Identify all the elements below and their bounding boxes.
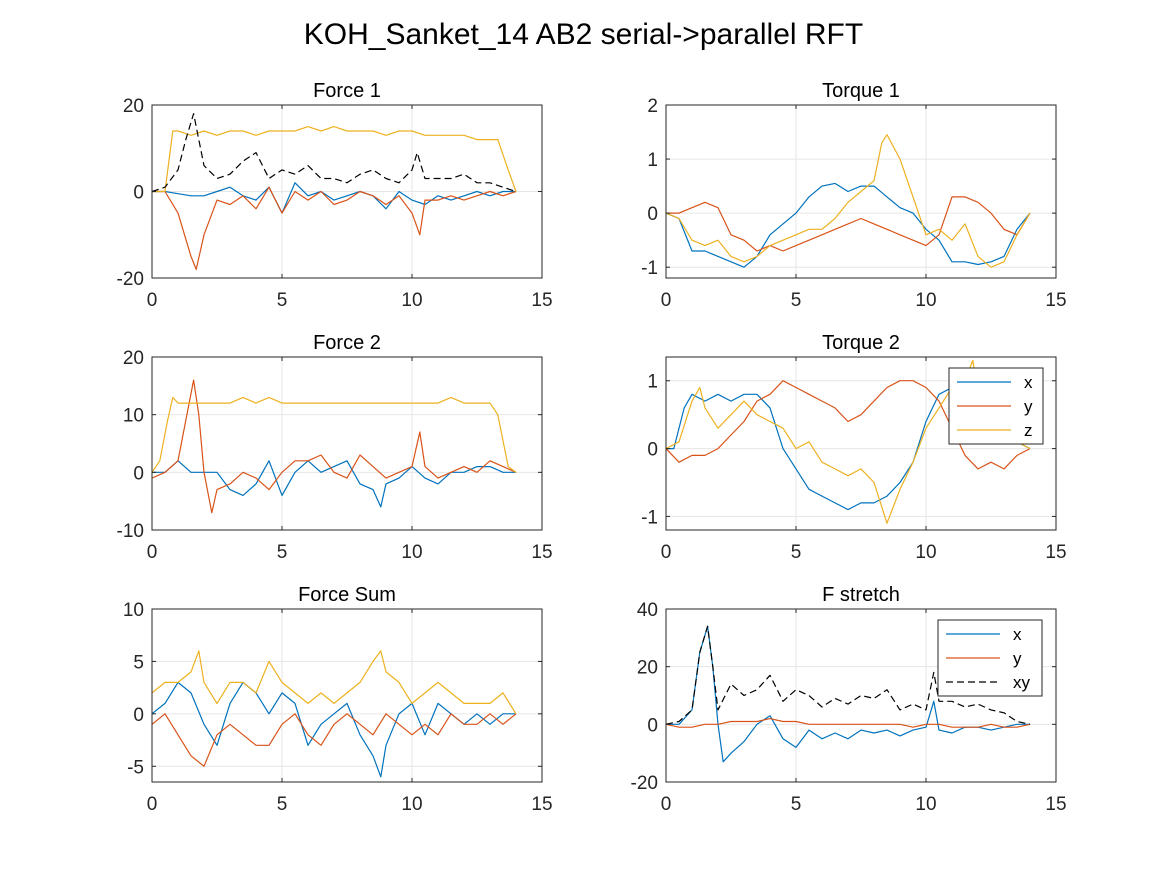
x-tick-label: 10 bbox=[401, 290, 422, 311]
series-y-line bbox=[152, 713, 517, 767]
series-x-line bbox=[152, 182, 516, 214]
legend: xy xy bbox=[937, 619, 1043, 697]
figure-title: KOH_Sanket_14 AB2 serial->parallel RFT bbox=[303, 18, 864, 51]
plot-area bbox=[152, 609, 542, 782]
axes-box bbox=[665, 608, 1057, 783]
x-tick-label: 15 bbox=[1045, 290, 1066, 311]
x-tick-label: 15 bbox=[531, 290, 552, 311]
series-z-line bbox=[666, 134, 1031, 268]
x-tick-label: 15 bbox=[1045, 794, 1066, 815]
y-tick-label: 1 bbox=[647, 372, 658, 393]
y-tick-label: 20 bbox=[123, 348, 144, 369]
x-tick-label: 5 bbox=[277, 290, 288, 311]
y-tick-label: 0 bbox=[647, 440, 658, 461]
plot-area bbox=[152, 357, 542, 530]
subplot-title: Torque 1 bbox=[822, 80, 900, 102]
series-y-line bbox=[666, 717, 1031, 728]
series-y-line bbox=[152, 186, 517, 270]
series-y-line bbox=[666, 380, 1031, 470]
axes-box bbox=[665, 104, 1057, 279]
legend-label-x: x bbox=[1013, 625, 1022, 644]
x-tick-label: 5 bbox=[791, 542, 802, 563]
legend-label-x: x bbox=[1024, 373, 1033, 392]
x-tick-label: 10 bbox=[401, 542, 422, 563]
x-tick-label: 5 bbox=[791, 290, 802, 311]
subplot-title: Force Sum bbox=[298, 584, 396, 606]
legend-label-z: z bbox=[1024, 421, 1033, 440]
y-tick-label: -20 bbox=[631, 773, 658, 794]
series-z-line bbox=[666, 359, 1031, 524]
subplot-title: Force 1 bbox=[313, 80, 381, 102]
y-tick-label: 10 bbox=[123, 406, 144, 427]
y-tick-label: 1 bbox=[647, 150, 658, 171]
legend-label-y: y bbox=[1013, 649, 1022, 668]
axes-box bbox=[151, 356, 543, 531]
x-tick-label: 5 bbox=[277, 794, 288, 815]
series-z-line bbox=[152, 396, 517, 473]
x-tick-label: 5 bbox=[277, 542, 288, 563]
x-tick-label: 15 bbox=[531, 542, 552, 563]
x-tick-label: 0 bbox=[661, 542, 672, 563]
legend: xyz bbox=[948, 367, 1044, 445]
y-tick-label: 0 bbox=[133, 183, 144, 204]
series-x-line bbox=[666, 625, 1030, 763]
y-tick-label: 0 bbox=[647, 204, 658, 225]
series-z-line bbox=[152, 125, 517, 193]
series-x-line bbox=[666, 182, 1031, 268]
y-tick-label: -20 bbox=[117, 269, 144, 290]
x-tick-label: 10 bbox=[915, 542, 936, 563]
x-tick-label: 10 bbox=[915, 794, 936, 815]
series-xy-line bbox=[152, 113, 517, 193]
y-tick-label: -1 bbox=[641, 507, 658, 528]
y-tick-label: -5 bbox=[127, 757, 144, 778]
axes-box bbox=[665, 356, 1057, 531]
y-tick-label: 5 bbox=[133, 652, 144, 673]
subplot-title: F stretch bbox=[822, 584, 900, 606]
series-z-line bbox=[152, 650, 517, 715]
x-tick-label: 10 bbox=[401, 794, 422, 815]
x-tick-label: 0 bbox=[661, 794, 672, 815]
x-tick-label: 0 bbox=[147, 542, 158, 563]
y-tick-label: 2 bbox=[647, 96, 658, 117]
subplot-title: Force 2 bbox=[313, 332, 381, 354]
y-tick-label: 20 bbox=[637, 658, 658, 679]
series-y-line bbox=[666, 196, 1031, 252]
x-tick-label: 15 bbox=[531, 794, 552, 815]
axes-box bbox=[151, 608, 543, 783]
series-xy-line bbox=[666, 625, 1031, 725]
y-tick-label: -1 bbox=[641, 258, 658, 279]
y-tick-label: 0 bbox=[133, 705, 144, 726]
x-tick-label: 0 bbox=[147, 290, 158, 311]
subplot-title: Torque 2 bbox=[822, 332, 900, 354]
y-tick-label: 20 bbox=[123, 96, 144, 117]
x-tick-label: 10 bbox=[915, 290, 936, 311]
y-tick-label: -10 bbox=[117, 521, 144, 542]
legend-label-xy: xy bbox=[1013, 673, 1031, 692]
x-tick-label: 0 bbox=[661, 290, 672, 311]
y-tick-label: 0 bbox=[133, 463, 144, 484]
series-x-line bbox=[152, 460, 516, 508]
y-tick-label: 40 bbox=[637, 600, 658, 621]
x-tick-label: 0 bbox=[147, 794, 158, 815]
x-tick-label: 5 bbox=[791, 794, 802, 815]
series-y-line bbox=[152, 379, 517, 514]
y-tick-label: 10 bbox=[123, 600, 144, 621]
y-tick-label: 0 bbox=[647, 715, 658, 736]
legend-label-y: y bbox=[1024, 397, 1033, 416]
x-tick-label: 15 bbox=[1045, 542, 1066, 563]
